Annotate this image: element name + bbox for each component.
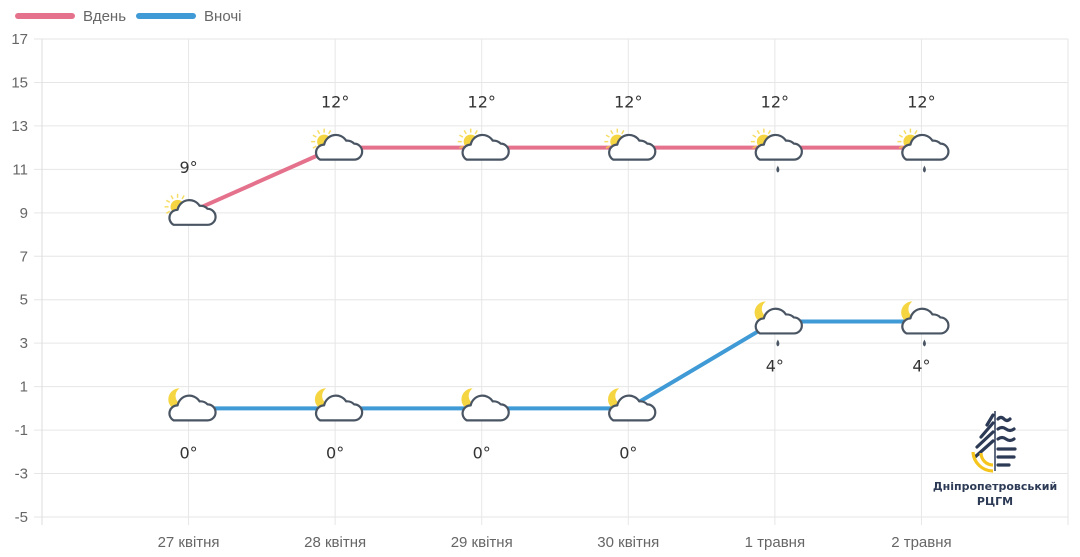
x-tick-label: 1 травня (745, 534, 805, 551)
moon-cloud-icon (608, 388, 657, 422)
day-value-label: 12° (614, 93, 642, 112)
y-tick-label: -3 (15, 466, 28, 483)
moon-cloud-rain-icon (901, 301, 950, 347)
legend-label-day: Вдень (83, 7, 127, 25)
sun-cloud-icon (604, 128, 657, 161)
grid-lines (34, 38, 1069, 525)
legend-item-day[interactable]: Вдень (15, 8, 126, 25)
moon-cloud-icon (461, 388, 510, 422)
day-value-label: 12° (321, 93, 349, 112)
y-tick-label: -1 (15, 422, 28, 439)
logo-text-line2: РЦГМ (977, 495, 1013, 508)
legend-swatch-day (15, 13, 75, 19)
logo: Дніпропетровський РЦГМ (933, 405, 1057, 508)
night-value-label: 0° (326, 443, 344, 462)
y-tick-label: 5 (20, 292, 28, 309)
sun-cloud-icon (164, 193, 217, 226)
x-tick-label: 30 квітня (597, 534, 659, 551)
x-axis-ticks: 27 квітня 28 квітня 29 квітня 30 квітня 1 тр… (158, 534, 952, 551)
moon-cloud-icon (168, 388, 217, 422)
y-tick-label: 15 (11, 74, 28, 91)
value-labels: 9° 12° 12° 12° 12° 12° 0° 0° 0° 0° 4° 4° (179, 93, 935, 463)
y-axis-ticks: 17 15 13 11 9 7 5 3 1 -1 -3 -5 (11, 31, 28, 526)
x-tick-label: 2 травня (891, 534, 951, 551)
y-tick-label: 11 (12, 161, 28, 178)
day-value-label: 12° (761, 93, 789, 112)
night-value-label: 4° (766, 356, 784, 375)
moon-cloud-rain-icon (754, 301, 803, 347)
night-value-label: 0° (473, 443, 491, 462)
sun-cloud-rain-icon (750, 128, 803, 173)
y-tick-label: -5 (15, 509, 28, 526)
legend-item-night[interactable]: Вночі (136, 8, 241, 25)
x-tick-label: 29 квітня (451, 534, 513, 551)
sun-cloud-icon (457, 128, 510, 161)
night-value-label: 4° (912, 356, 930, 375)
y-tick-label: 1 (20, 379, 28, 396)
sun-cloud-rain-icon (897, 128, 950, 173)
legend-swatch-night (136, 13, 197, 19)
y-tick-label: 13 (11, 118, 28, 135)
y-tick-label: 3 (20, 335, 28, 352)
sun-cloud-icon (311, 128, 364, 161)
x-tick-label: 28 квітня (304, 534, 366, 551)
y-tick-label: 7 (20, 248, 28, 265)
day-line (187, 145, 922, 215)
night-line (188, 319, 922, 411)
day-value-label: 9° (179, 158, 197, 177)
moon-cloud-icon (314, 388, 364, 422)
logo-text-line1: Дніпропетровський (933, 480, 1057, 493)
series-lines (187, 145, 922, 411)
logo-drop-icon (971, 405, 1017, 473)
night-value-label: 0° (179, 443, 197, 462)
chart-legend: Вдень Вночі (15, 6, 251, 26)
y-tick-label: 17 (11, 31, 28, 48)
y-tick-label: 9 (20, 205, 28, 222)
day-value-label: 12° (907, 93, 935, 112)
x-tick-label: 27 квітня (158, 534, 220, 551)
weather-icons (164, 128, 950, 422)
night-value-label: 0° (619, 443, 637, 462)
day-value-label: 12° (468, 93, 496, 112)
legend-label-night: Вночі (204, 7, 242, 25)
